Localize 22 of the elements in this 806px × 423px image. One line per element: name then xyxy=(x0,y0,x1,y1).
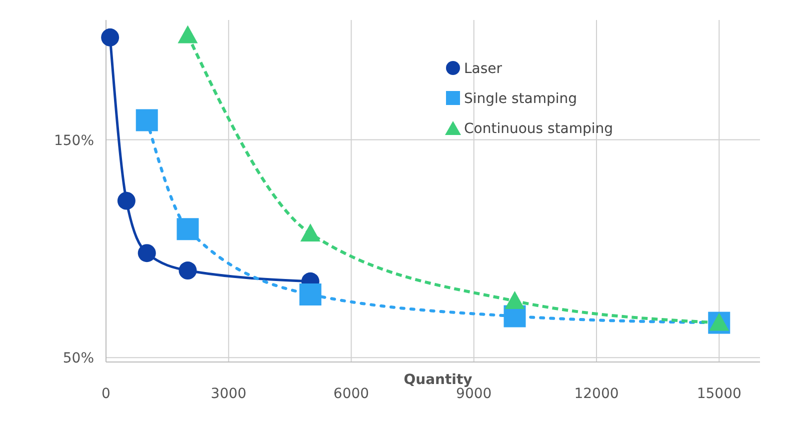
legend-label: Laser xyxy=(464,61,502,77)
legend-label: Single stamping xyxy=(464,91,578,107)
point xyxy=(178,25,198,44)
point xyxy=(300,223,320,242)
x-axis-title: Quantity xyxy=(404,372,472,388)
point xyxy=(101,28,120,46)
point xyxy=(117,192,136,210)
point xyxy=(136,109,158,132)
point xyxy=(299,283,322,306)
legend-label: Continuous stamping xyxy=(464,121,614,137)
y-tick-label: 150% xyxy=(54,132,94,149)
x-tick-label: 3000 xyxy=(210,386,246,402)
x-tick-label: 12000 xyxy=(574,386,619,402)
x-tick-label: 15000 xyxy=(696,386,742,402)
x-tick-label: 6000 xyxy=(333,386,370,402)
point xyxy=(176,218,199,240)
point xyxy=(504,291,525,310)
x-tick-label: 0 xyxy=(102,386,110,402)
x-tick-label: 9000 xyxy=(456,386,492,402)
point xyxy=(138,244,156,262)
point xyxy=(178,262,197,280)
y-tick-label: 50% xyxy=(62,350,94,367)
